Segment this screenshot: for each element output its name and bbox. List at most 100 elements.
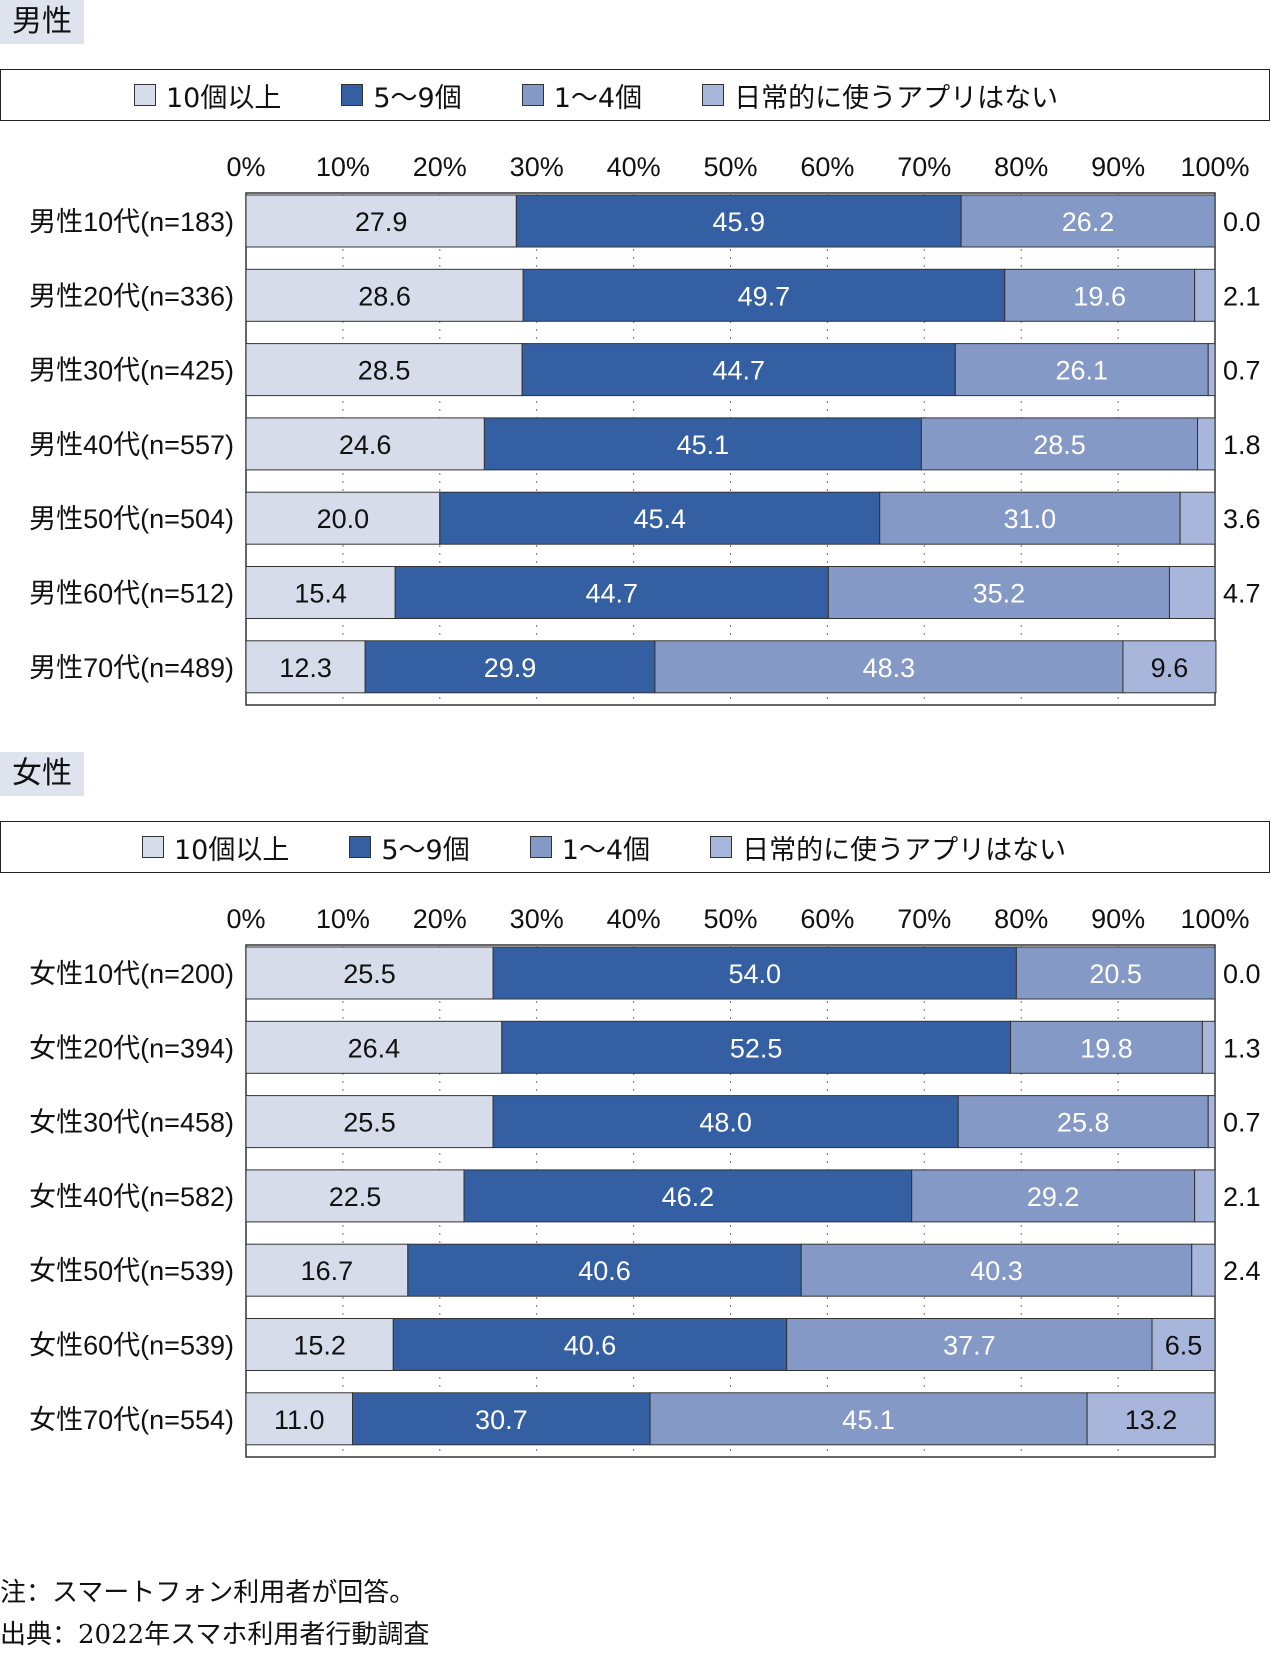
data-label: 11.0 [274, 1405, 325, 1435]
data-label: 22.5 [329, 1182, 382, 1212]
data-label: 26.1 [1055, 356, 1108, 386]
bar-segment [1207, 343, 1216, 397]
legend-swatch-5to9 [341, 84, 364, 106]
bar-segment [800, 1243, 1193, 1297]
legend-swatch-10plus [134, 84, 156, 106]
data-label: 44.7 [712, 356, 765, 386]
x-tick-label: 70% [897, 152, 951, 182]
x-tick-label: 40% [607, 904, 661, 934]
bar-segment [827, 566, 1170, 619]
data-label: 46.2 [662, 1182, 715, 1212]
data-label: 2.1 [1223, 1182, 1261, 1212]
data-label: 25.5 [343, 959, 396, 989]
data-label: 20.5 [1089, 959, 1142, 989]
bar-segment [1201, 1020, 1216, 1074]
data-label: 30.7 [475, 1405, 528, 1435]
x-tick-label: 60% [800, 152, 854, 182]
data-label: 45.1 [842, 1405, 895, 1435]
legend-item-none: 日常的に使うアプリはない [702, 76, 1058, 115]
x-tick-label: 30% [510, 904, 564, 934]
data-label: 0.0 [1223, 959, 1261, 989]
data-label: 31.0 [1004, 504, 1057, 534]
data-label: 6.5 [1165, 1331, 1203, 1361]
bar-segment [439, 491, 881, 545]
data-label: 20.0 [317, 504, 370, 534]
x-tick-label: 80% [994, 152, 1048, 182]
bar-segment [1015, 946, 1216, 1000]
bar-segment [245, 946, 494, 1000]
bar-segment [522, 268, 1006, 322]
x-tick-label: 50% [703, 904, 757, 934]
data-label: 1.8 [1223, 430, 1261, 460]
data-label: 16.7 [301, 1256, 354, 1286]
data-label: 3.6 [1223, 504, 1261, 534]
legend-label-10plus: 10個以上 [174, 834, 290, 866]
data-label: 13.2 [1125, 1405, 1178, 1435]
chart-male: 0% 10% 20% 30% 40% 50% 60% 70% 80% 90% 100% 男性10代(n… [29, 152, 1261, 706]
legend-label-10plus: 10個以上 [166, 82, 282, 114]
bar-segment [521, 343, 956, 397]
legend-label-1to4: 1〜4個 [553, 82, 643, 114]
data-label: 2.4 [1223, 1256, 1261, 1286]
bar-segment [1191, 1243, 1216, 1297]
bar-segment [394, 566, 829, 619]
x-tick-label: 30% [510, 152, 564, 182]
legend-label-1to4: 1〜4個 [561, 834, 651, 866]
bar-segment [1207, 1095, 1216, 1149]
legend-swatch-1to4 [529, 836, 552, 858]
category-label: 男性40代(n=557) [29, 430, 234, 460]
data-label: 45.4 [633, 504, 686, 534]
x-tick-label: 40% [607, 152, 661, 182]
data-label: 28.6 [358, 281, 411, 311]
bar-segment [245, 194, 517, 248]
category-label: 女性70代(n=554) [29, 1405, 234, 1435]
data-label: 52.5 [730, 1033, 783, 1063]
category-label: 男性60代(n=512) [29, 579, 234, 609]
bar-segment [1086, 1392, 1216, 1446]
legend-item-5to9: 5〜9個 [349, 828, 470, 867]
category-label: 男性10代(n=183) [29, 207, 234, 237]
x-tick-label: 20% [413, 904, 467, 934]
bar-segment [1004, 268, 1196, 322]
data-label: 19.6 [1073, 281, 1126, 311]
data-label: 25.5 [343, 1108, 396, 1138]
section-title-male: 男性 [0, 0, 84, 44]
bar-segment [245, 343, 523, 397]
bar-segment [911, 1169, 1196, 1223]
bar-segment [245, 1020, 503, 1074]
legend-label-5to9: 5〜9個 [381, 834, 470, 866]
legend-item-5to9: 5〜9個 [341, 76, 462, 115]
bar-segment [654, 640, 1124, 694]
bar-segment [245, 1095, 494, 1149]
legend-male: 10個以上 5〜9個 1〜4個 日常的に使うアプリはない [0, 69, 1270, 121]
category-label: 男性30代(n=425) [29, 356, 234, 386]
bar-segment [245, 268, 524, 322]
data-label: 9.6 [1151, 653, 1189, 683]
source-note: 出典：2022年スマホ利用者行動調査 [0, 1620, 430, 1650]
section-title-female: 女性 [0, 752, 84, 796]
data-label: 12.3 [279, 653, 332, 683]
bar-segment [1194, 268, 1216, 322]
data-label: 40.6 [564, 1331, 617, 1361]
x-tick-label: 100% [1180, 152, 1249, 182]
legend-swatch-1to4 [521, 84, 544, 106]
data-label: 48.3 [863, 653, 916, 683]
legend-swatch-5to9 [349, 836, 372, 858]
bar-segment [245, 1169, 465, 1223]
bar-segment [352, 1392, 651, 1446]
bar-segment [1168, 566, 1216, 619]
bar-segment [954, 343, 1209, 397]
data-label: 29.2 [1027, 1182, 1080, 1212]
data-label: 24.6 [339, 430, 392, 460]
bar-segment [1194, 1169, 1216, 1223]
bar-segment [245, 566, 396, 619]
data-label: 26.4 [348, 1033, 401, 1063]
category-label: 女性10代(n=200) [29, 959, 234, 989]
legend-item-10plus: 10個以上 [142, 828, 289, 867]
legend-swatch-none [702, 84, 725, 106]
legend-label-5to9: 5〜9個 [373, 82, 462, 114]
bar-segment [245, 491, 441, 545]
bar-segment [245, 640, 366, 694]
bar-segment [407, 1243, 802, 1297]
bar-segment [786, 1318, 1153, 1371]
